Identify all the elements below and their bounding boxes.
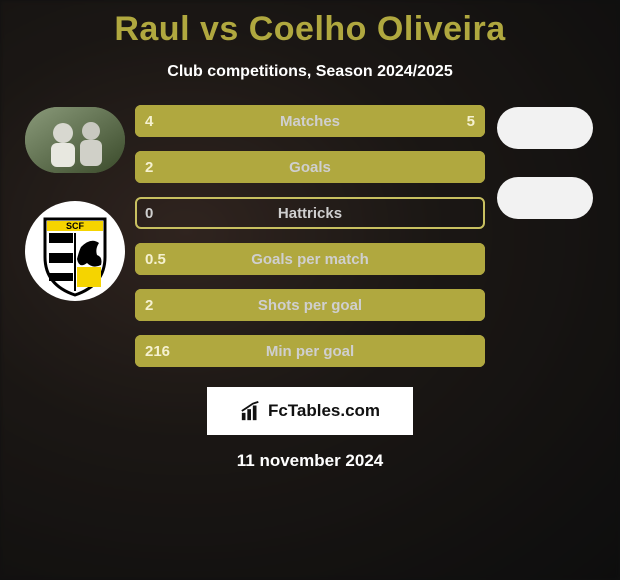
stat-label: Goals (135, 159, 485, 176)
left-column: SCF (15, 105, 135, 301)
footer-attribution-box: FcTables.com (207, 387, 413, 435)
player-photo-right-1 (497, 107, 593, 149)
stat-row: 2Goals (135, 151, 485, 183)
player-photo-right-2 (497, 177, 593, 219)
main-row: SCF 45Matches 2Goals 0Hattricks 0.5Goals pe… (0, 105, 620, 367)
stat-label: Hattricks (135, 205, 485, 222)
player-photo-left (25, 107, 125, 173)
stat-row: 0.5Goals per match (135, 243, 485, 275)
footer-date: 11 november 2024 (237, 451, 383, 471)
club-badge-left: SCF (25, 201, 125, 301)
stat-row: 2Shots per goal (135, 289, 485, 321)
stat-label: Shots per goal (135, 297, 485, 314)
stat-label: Goals per match (135, 251, 485, 268)
page-title: Raul vs Coelho Oliveira (114, 10, 505, 49)
right-column (485, 105, 605, 219)
chart-icon (240, 400, 262, 422)
page-subtitle: Club competitions, Season 2024/2025 (167, 63, 452, 81)
stat-label: Min per goal (135, 343, 485, 360)
stat-label: Matches (135, 113, 485, 130)
svg-text:SCF: SCF (66, 221, 85, 231)
footer-attribution-text: FcTables.com (268, 401, 380, 421)
player-photo-placeholder-icon (25, 107, 125, 173)
stat-row: 216Min per goal (135, 335, 485, 367)
shield-badge-icon: SCF (25, 201, 125, 301)
stat-row: 0Hattricks (135, 197, 485, 229)
content-wrapper: Raul vs Coelho Oliveira Club competition… (0, 0, 620, 580)
bars-column: 45Matches 2Goals 0Hattricks 0.5Goals per ma… (135, 105, 485, 367)
stat-row: 45Matches (135, 105, 485, 137)
